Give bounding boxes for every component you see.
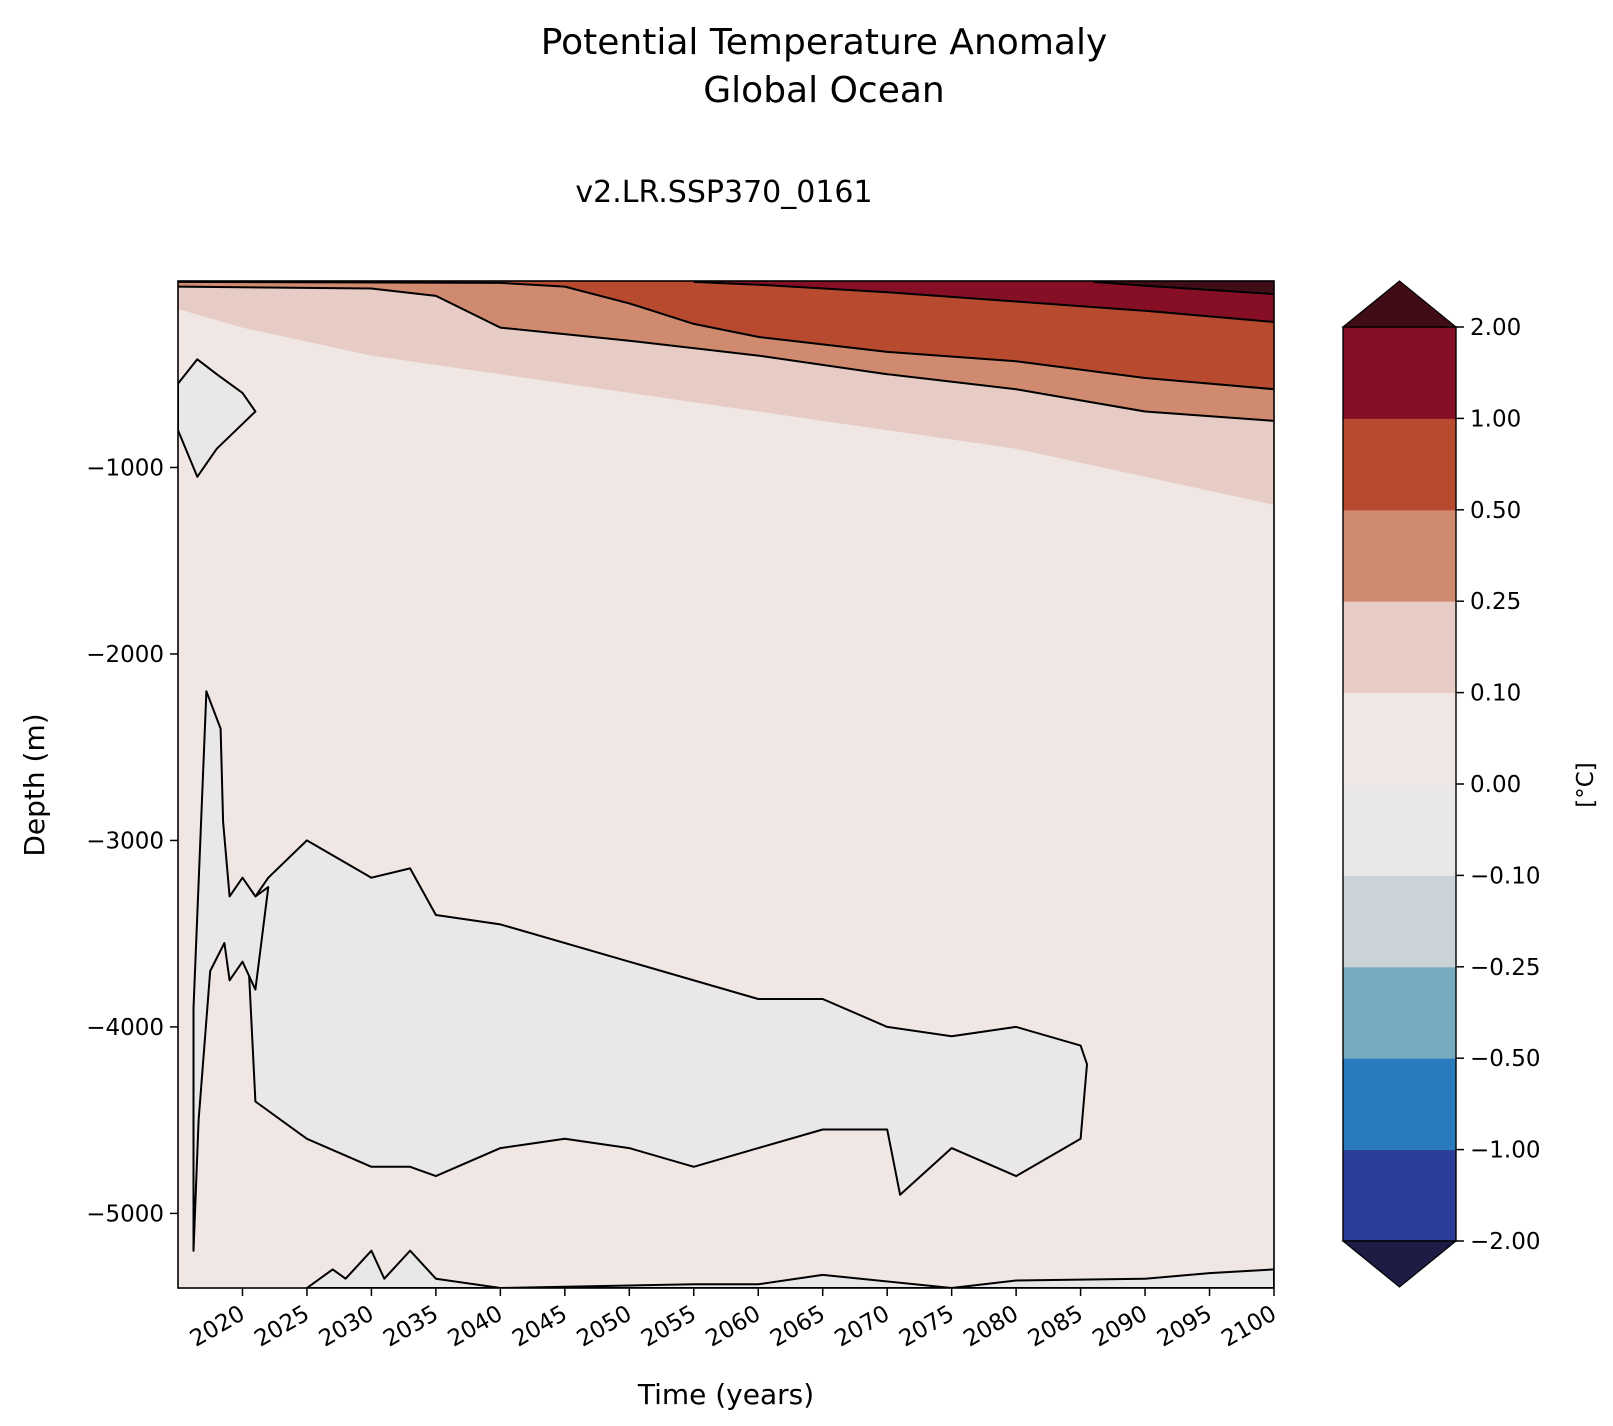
cool-regions	[178, 358, 1274, 1288]
x-tick-label: 2020	[186, 1301, 250, 1353]
contour-line-1	[693, 281, 1274, 323]
band-1	[693, 281, 1274, 322]
colorbar-segment	[1343, 966, 1456, 1059]
x-tick-label: 2075	[895, 1301, 959, 1353]
contour-line-2	[1093, 281, 1274, 296]
x-axis-ticks: 2020 2025 2030 2035 2040 2045 2050 2055 2060 2065…	[186, 1288, 1281, 1352]
y-axis-label: Depth (m)	[18, 713, 51, 856]
colorbar-label: [°C]	[1573, 762, 1599, 808]
colorbar-tick-label: 0.25	[1470, 589, 1521, 615]
x-tick-label: 2060	[702, 1301, 766, 1353]
colorbar-segment	[1343, 418, 1456, 511]
y-tick-label: −3000	[86, 828, 164, 854]
colorbar-segment	[1343, 601, 1456, 694]
cool-region-lower-cell	[247, 839, 1088, 1196]
cool-region-bottom-edge	[305, 1249, 1274, 1288]
y-tick-label: −4000	[86, 1015, 164, 1041]
x-tick-label: 2100	[1217, 1301, 1281, 1353]
x-tick-label: 2030	[315, 1301, 379, 1353]
x-tick-label: 2090	[1088, 1301, 1152, 1353]
contour-line-0.5	[178, 281, 1274, 391]
colorbar-tick-label: 0.00	[1470, 772, 1521, 798]
run-label: v2.LR.SSP370_0161	[575, 175, 872, 210]
colorbar-segment	[1343, 875, 1456, 968]
x-axis-label: Time (years)	[637, 1378, 814, 1411]
colorbar-segment	[1343, 692, 1456, 785]
contour-line-0.25	[178, 285, 1274, 422]
x-tick-label: 2025	[250, 1301, 314, 1353]
colorbar-segment	[1343, 784, 1456, 876]
chart-title: Potential Temperature Anomaly	[541, 22, 1108, 63]
cool-region-upper-blob	[178, 358, 257, 478]
y-tick-label: −1000	[86, 455, 164, 481]
band-0.5	[178, 281, 1274, 390]
x-tick-label: 2035	[379, 1301, 443, 1353]
colorbar-tick-label: −0.50	[1470, 1046, 1540, 1072]
colorbar-segment	[1343, 327, 1456, 419]
cool-region-western-column	[192, 690, 270, 1252]
colorbar-tick-label: −1.00	[1470, 1138, 1540, 1164]
x-tick-label: 2070	[830, 1301, 894, 1353]
x-tick-label: 2080	[959, 1301, 1023, 1353]
x-tick-label: 2050	[573, 1301, 637, 1353]
warming-bands	[178, 281, 1274, 505]
colorbar-tick-label: −0.25	[1470, 955, 1540, 981]
y-axis-ticks: −1000 −2000 −3000 −4000 −5000	[86, 455, 178, 1227]
x-tick-label: 2040	[444, 1301, 508, 1353]
plot-area	[177, 280, 1275, 1289]
colorbar-tick-label: 0.50	[1470, 498, 1521, 524]
x-tick-label: 2095	[1153, 1301, 1217, 1353]
colorbar-segment	[1343, 1149, 1456, 1242]
colorbar-tick-label: 2.00	[1470, 315, 1521, 341]
colorbar-tick-label: 0.10	[1470, 681, 1521, 707]
y-tick-label: −2000	[86, 642, 164, 668]
colorbar-segment	[1343, 1058, 1456, 1151]
colorbar: −2.00 −1.00 −0.50 −0.25 −0.10 0.00 0.10 0.25 0.5…	[1341, 280, 1540, 1288]
colorbar-segment	[1343, 509, 1456, 602]
x-tick-label: 2055	[637, 1301, 701, 1353]
colorbar-extend-bottom	[1341, 1240, 1458, 1288]
x-tick-label: 2065	[766, 1301, 830, 1353]
x-tick-label: 2045	[508, 1301, 572, 1353]
colorbar-extend-top	[1341, 280, 1458, 328]
chart-subtitle: Global Ocean	[703, 70, 944, 111]
colorbar-tick-label: 1.00	[1470, 406, 1521, 432]
plot-frame	[177, 280, 1275, 1289]
colorbar-tick-label: −0.10	[1470, 863, 1540, 889]
colorbar-tick-label: −2.00	[1470, 1229, 1540, 1255]
x-tick-label: 2085	[1024, 1301, 1088, 1353]
y-tick-label: −5000	[86, 1201, 164, 1227]
